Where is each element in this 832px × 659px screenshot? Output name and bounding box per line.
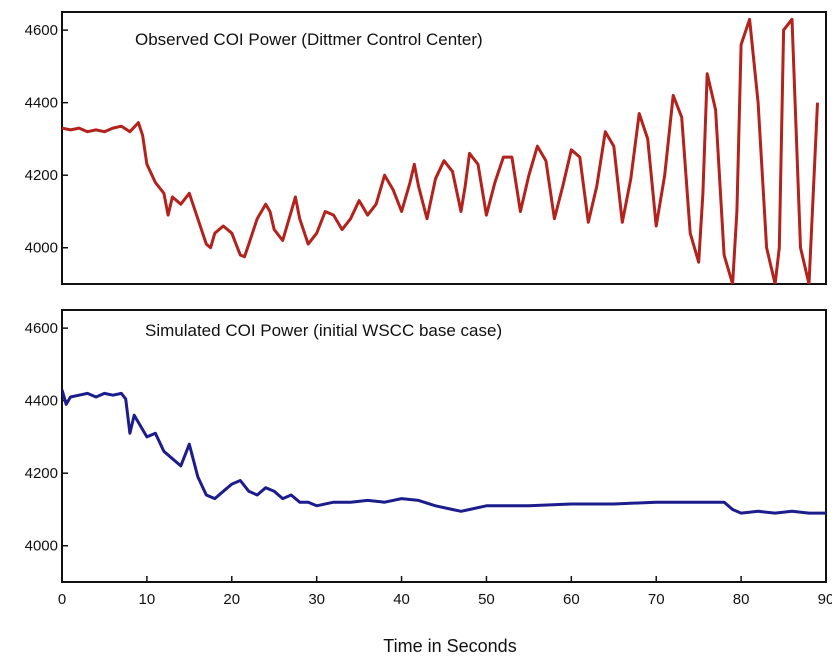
- y-tick-label: 4200: [25, 465, 58, 482]
- observed-series: [62, 17, 819, 284]
- x-tick-label: 90: [818, 591, 832, 608]
- y-tick-label: 4200: [25, 167, 58, 184]
- x-tick-label: 80: [733, 591, 750, 608]
- observed-y-axis: 4000 4200 4400 4600: [25, 22, 68, 257]
- x-tick-label: 0: [58, 591, 66, 608]
- series-line: [62, 17, 819, 284]
- x-tick-label: 40: [393, 591, 410, 608]
- simulated-plot-frame: [61, 309, 827, 583]
- observed-chart-title: Observed COI Power (Dittmer Control Cent…: [135, 30, 483, 49]
- simulated-panel: 4000 4200 4400 4600 0 10 20 30 40 50 60 70 80 90 Sim…: [25, 309, 832, 608]
- y-tick-label: 4400: [25, 393, 58, 410]
- y-tick-label: 4400: [25, 95, 58, 112]
- y-tick-label: 4600: [25, 320, 58, 337]
- x-axis-label: Time in Seconds: [383, 636, 516, 656]
- y-tick-label: 4600: [25, 22, 58, 39]
- x-tick-label: 60: [563, 591, 580, 608]
- simulated-series: [62, 389, 826, 515]
- simulated-y-axis: 4000 4200 4400 4600: [25, 320, 68, 555]
- simulated-x-axis: 0 10 20 30 40 50 60 70 80 90: [58, 576, 832, 608]
- x-tick-label: 20: [223, 591, 240, 608]
- x-tick-label: 10: [139, 591, 156, 608]
- observed-plot-frame: [61, 11, 827, 285]
- x-tick-label: 50: [478, 591, 495, 608]
- y-tick-label: 4000: [25, 538, 58, 555]
- observed-panel: 4000 4200 4400 4600 Observed COI Power (Dit…: [25, 11, 827, 285]
- x-tick-label: 30: [308, 591, 325, 608]
- simulated-chart-title: Simulated COI Power (initial WSCC base c…: [145, 321, 502, 340]
- y-tick-label: 4000: [25, 240, 58, 257]
- x-tick-label: 70: [648, 591, 665, 608]
- series-line: [62, 389, 826, 515]
